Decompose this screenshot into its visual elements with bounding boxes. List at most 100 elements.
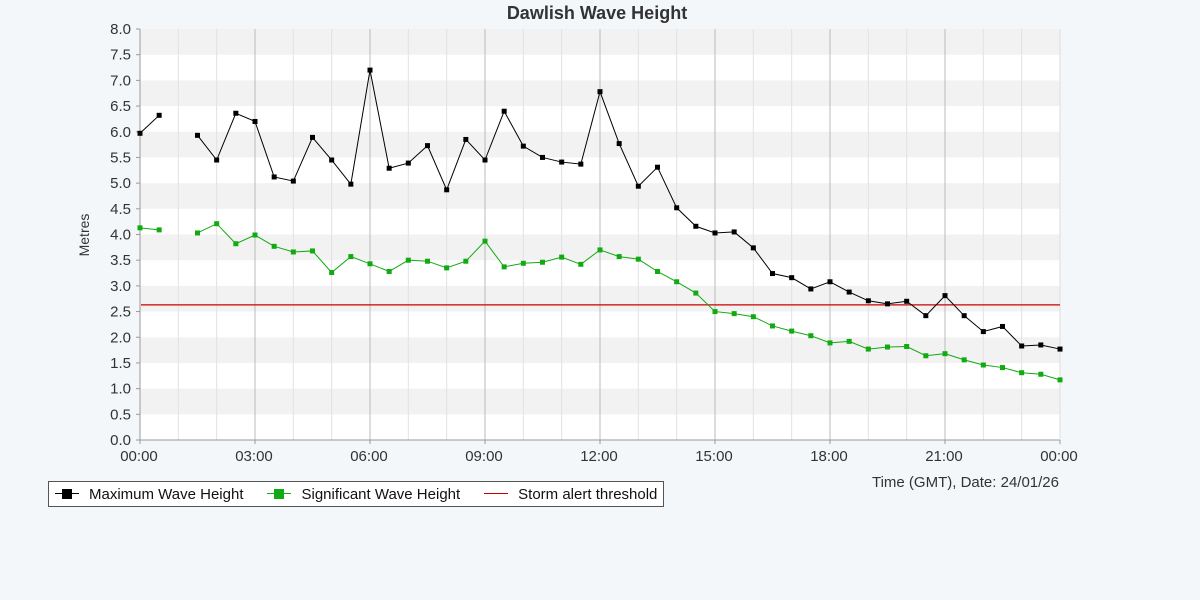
maximum-data-point <box>156 112 162 118</box>
significant-data-point <box>1000 365 1005 371</box>
maximum-data-point <box>635 183 641 189</box>
maximum-data-point <box>1038 342 1044 348</box>
significant-data-point <box>290 249 296 255</box>
y-tick-label: 3.0 <box>110 278 131 295</box>
maximum-data-point <box>559 159 565 165</box>
y-tick-label: 6.0 <box>110 124 131 141</box>
y-tick-label: 8.0 <box>110 21 131 38</box>
significant-data-point <box>980 362 986 368</box>
maximum-data-point <box>348 181 354 187</box>
significant-data-point <box>693 290 699 296</box>
significant-data-point <box>444 265 450 271</box>
significant-data-point <box>367 261 373 267</box>
y-tick-label: 0.5 <box>110 406 131 423</box>
maximum-data-point <box>693 223 699 229</box>
significant-data-point <box>655 268 660 274</box>
significant-data-point <box>540 259 545 265</box>
significant-data-point <box>597 247 603 253</box>
significant-data-point <box>923 353 929 359</box>
significant-data-point <box>808 333 814 339</box>
maximum-series-line <box>197 70 1061 350</box>
significant-data-point <box>1038 371 1044 377</box>
significant-data-point <box>712 309 718 315</box>
x-tick-label: 00:00 <box>120 448 158 465</box>
maximum-data-point <box>1019 343 1025 349</box>
maximum-data-point <box>942 293 948 299</box>
maximum-data-point <box>885 301 890 307</box>
y-tick-label: 6.5 <box>110 98 131 115</box>
maximum-data-point <box>482 157 488 163</box>
maximum-data-point <box>329 157 335 163</box>
maximum-data-point <box>463 136 469 142</box>
significant-data-point <box>904 343 910 349</box>
significant-data-point <box>329 270 335 276</box>
maximum-data-point <box>674 205 680 211</box>
significant-data-point <box>827 340 833 346</box>
y-tick-label: 1.0 <box>110 381 131 398</box>
maximum-data-point <box>578 161 584 167</box>
maximum-data-point <box>444 187 450 193</box>
significant-data-point <box>405 257 411 263</box>
significant-data-point <box>271 243 277 249</box>
chart-title: Dawlish Wave Height <box>507 3 687 23</box>
significant-data-point <box>156 227 162 233</box>
maximum-data-point <box>616 141 622 147</box>
maximum-data-point <box>750 245 756 251</box>
maximum-data-point <box>425 143 430 149</box>
maximum-data-point <box>980 329 986 335</box>
significant-data-point <box>233 241 239 247</box>
legend-label-significant: Significant Wave Height <box>301 485 461 503</box>
maximum-data-point <box>290 178 296 184</box>
maximum-data-point <box>137 130 143 136</box>
maximum-data-point <box>865 298 871 304</box>
maximum-data-point <box>808 286 814 292</box>
significant-data-point <box>846 338 852 344</box>
significant-series-line <box>139 227 160 231</box>
maximum-data-point <box>846 289 852 295</box>
maximum-data-point <box>597 89 603 95</box>
maximum-data-point <box>712 230 718 236</box>
maximum-series-line <box>139 114 160 134</box>
maximum-data-point <box>1000 323 1005 329</box>
chart-legend: Maximum Wave Height Significant Wave Hei… <box>48 481 665 507</box>
maximum-data-point <box>367 67 373 73</box>
significant-data-point <box>770 323 775 329</box>
significant-data-point <box>252 232 258 238</box>
y-axis-label: Metres <box>76 214 92 257</box>
significant-data-point <box>559 254 565 260</box>
legend-swatch-maximum <box>53 487 81 501</box>
x-tick-label: 12:00 <box>580 448 618 465</box>
significant-data-point <box>195 230 200 236</box>
significant-data-point <box>674 279 680 285</box>
maximum-data-point <box>923 313 929 319</box>
significant-series-line <box>197 223 1061 381</box>
significant-data-point <box>616 254 622 260</box>
maximum-data-point <box>961 313 967 319</box>
significant-data-point <box>789 328 795 334</box>
significant-data-point <box>214 221 220 227</box>
maximum-data-point <box>770 271 775 277</box>
maximum-data-point <box>386 165 392 171</box>
maximum-data-point <box>271 174 277 180</box>
maximum-data-point <box>520 143 526 149</box>
x-axis-label: Time (GMT), Date: 24/01/26 <box>872 474 1059 491</box>
y-tick-label: 5.0 <box>110 175 131 192</box>
legend-label-maximum: Maximum Wave Height <box>89 485 244 503</box>
significant-data-point <box>501 264 507 270</box>
y-tick-label: 2.0 <box>110 329 131 346</box>
maximum-data-point <box>789 275 795 281</box>
maximum-data-point <box>904 298 910 304</box>
significant-data-point <box>731 311 737 317</box>
significant-data-point <box>635 256 641 262</box>
legend-item-threshold: Storm alert threshold <box>482 486 657 503</box>
legend-item-significant: Significant Wave Height <box>265 486 460 503</box>
legend-swatch-significant <box>265 487 293 501</box>
legend-swatch-threshold <box>482 487 510 501</box>
maximum-data-point <box>405 160 411 166</box>
maximum-data-point <box>214 157 220 163</box>
significant-data-point <box>520 260 526 266</box>
significant-data-point <box>1057 377 1063 383</box>
significant-data-point <box>1019 370 1025 376</box>
y-tick-label: 5.5 <box>110 149 131 166</box>
